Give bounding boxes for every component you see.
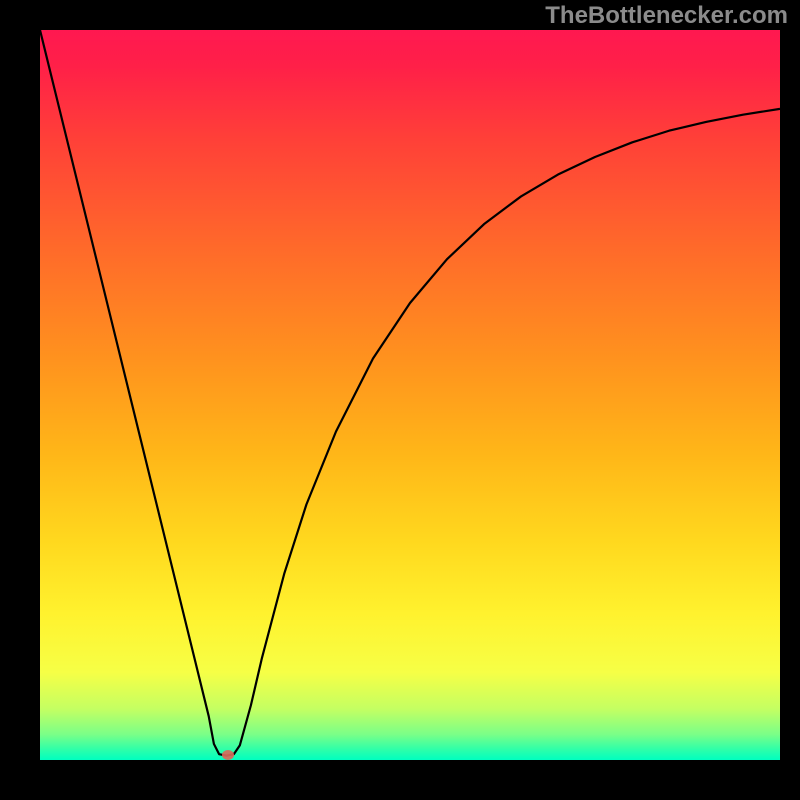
min-marker [221, 749, 235, 761]
chart-frame: TheBottlenecker.com [0, 0, 800, 800]
watermark-text: TheBottlenecker.com [545, 2, 788, 30]
min-marker-svg [221, 749, 235, 761]
plot-area [40, 30, 780, 760]
gradient-background [40, 30, 780, 760]
plot-svg [40, 30, 780, 760]
